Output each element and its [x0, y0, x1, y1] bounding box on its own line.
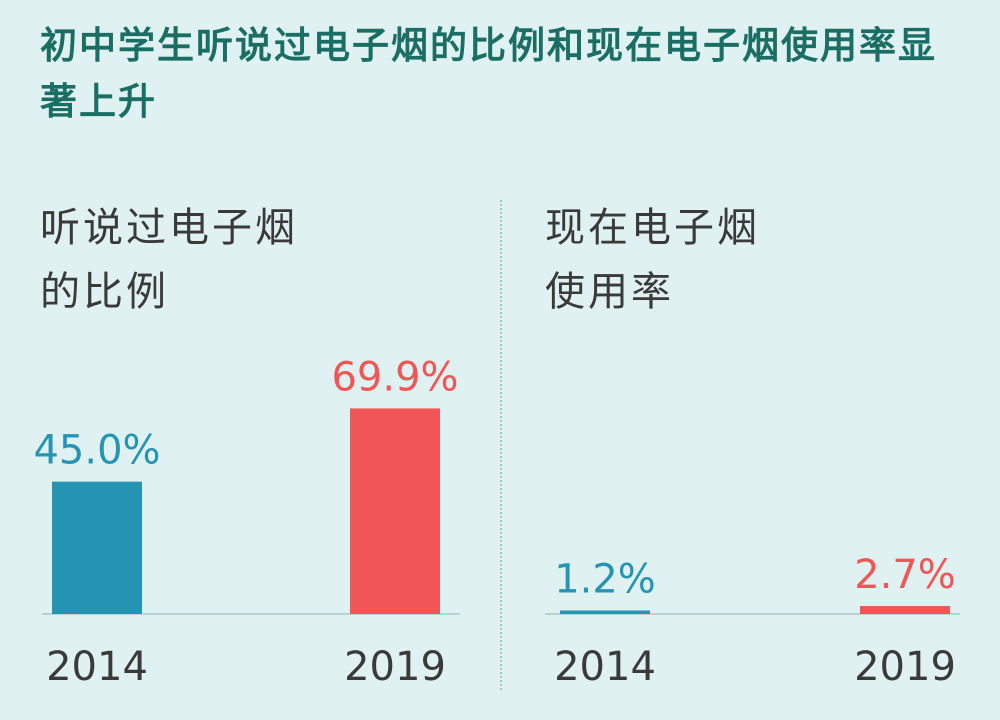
bar-2014	[560, 610, 650, 614]
year-label-2019: 2019	[854, 644, 956, 690]
bar-2019	[860, 606, 950, 614]
panel-title-line: 现在电子烟	[545, 205, 760, 251]
year-label-2019: 2019	[344, 644, 446, 690]
panel-title-line: 使用率	[545, 269, 674, 315]
year-label-2014: 2014	[46, 644, 148, 690]
panel-title-current-use: 现在电子烟 使用率	[545, 196, 875, 324]
value-label-2014: 1.2%	[554, 556, 656, 602]
chart-panel-heard-of-ecig: 45.0% 2014 69.9% 2019	[33, 354, 460, 690]
bar-2014	[52, 481, 142, 614]
panel-title-line: 听说过电子烟	[40, 205, 298, 251]
value-label-2019: 2.7%	[854, 552, 956, 598]
panel-divider	[500, 200, 502, 690]
year-label-2014: 2014	[554, 644, 656, 690]
bar-2019	[350, 408, 440, 614]
chart-panel-current-use: 1.2% 2014 2.7% 2019	[545, 552, 960, 690]
value-label-2014: 45.0%	[33, 428, 160, 474]
chart-title: 初中学生听说过电子烟的比例和现在电子烟使用率显著上升	[40, 24, 937, 123]
panel-title-heard-of-ecig: 听说过电子烟 的比例	[40, 196, 370, 324]
panel-title-line: 的比例	[40, 269, 169, 315]
value-label-2019: 69.9%	[331, 354, 458, 400]
